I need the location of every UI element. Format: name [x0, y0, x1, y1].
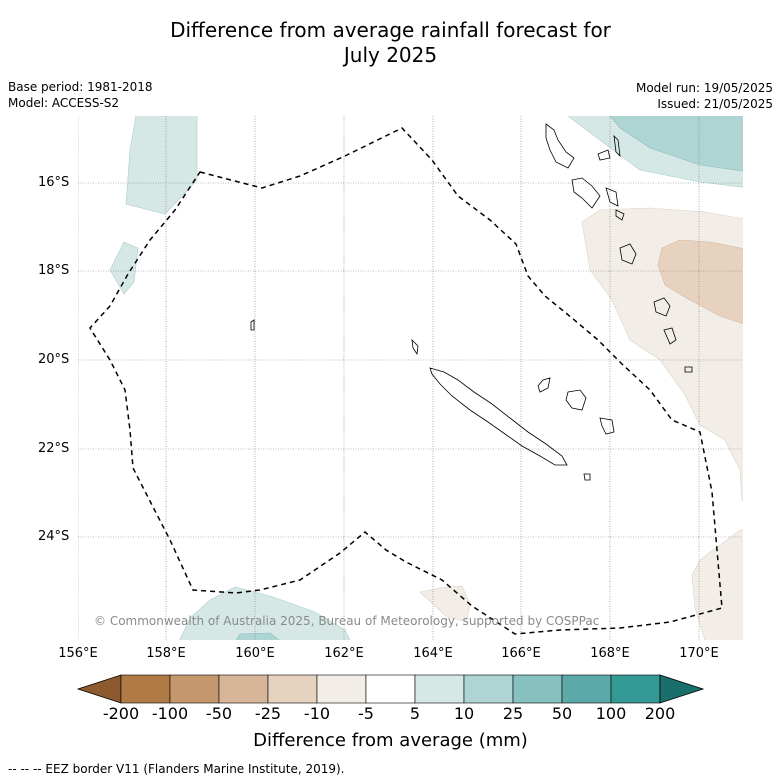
lon-label: 164°E — [413, 646, 453, 661]
island-coast — [411, 338, 419, 356]
dry-region-southeast — [691, 529, 743, 640]
colorbar-bin — [561, 674, 612, 704]
lon-label: 160°E — [235, 646, 275, 661]
lon-label: 168°E — [590, 646, 630, 661]
lat-label: 22°S — [38, 441, 70, 456]
map-title: Difference from average rainfall forecas… — [0, 18, 781, 68]
base-period: Base period: 1981-2018 — [8, 80, 153, 94]
colorbar-tick: 100 — [595, 704, 627, 723]
lon-label: 158°E — [146, 646, 186, 661]
issued-date: Issued: 21/05/2025 — [657, 97, 773, 111]
loyalty-island-coast — [565, 389, 587, 411]
colorbar-bin — [414, 674, 465, 704]
colorbar-bin — [463, 674, 514, 704]
copyright-notice: © Commonwealth of Australia 2025, Bureau… — [94, 614, 600, 628]
lat-label: 16°S — [38, 175, 70, 190]
colorbar-tick: -10 — [303, 704, 331, 723]
map-area — [78, 116, 743, 640]
vanuatu-coast — [653, 297, 671, 317]
eez-border — [89, 127, 723, 635]
colorbar-extend-high — [659, 674, 705, 704]
colorbar-bin — [512, 674, 563, 704]
colorbar-tick: 10 — [453, 704, 475, 723]
wet-region-northeast-medium — [609, 116, 743, 172]
colorbar-bin — [316, 674, 367, 704]
colorbar-bin — [267, 674, 318, 704]
colorbar-bin — [169, 674, 220, 704]
loyalty-island-coast — [599, 417, 615, 435]
meta-left: Base period: 1981-2018 Model: ACCESS-S2 — [8, 79, 153, 111]
vanuatu-coast — [597, 149, 611, 161]
wet-region-west — [109, 241, 139, 295]
colorbar-bin — [120, 674, 171, 704]
colorbar-title: Difference from average (mm) — [253, 730, 528, 751]
vanuatu-coast — [613, 134, 621, 158]
colorbar-tick: -50 — [205, 704, 233, 723]
vanuatu-coast — [619, 243, 637, 265]
lat-label: 24°S — [38, 529, 70, 544]
colorbar-tick: 50 — [551, 704, 573, 723]
island-coast — [583, 473, 591, 481]
coastlines — [250, 123, 693, 481]
dry-region-east-medium — [657, 239, 743, 324]
colorbar — [76, 674, 705, 704]
island-coast — [250, 319, 255, 331]
vanuatu-coast — [615, 209, 625, 221]
colorbar-bin — [365, 674, 416, 704]
model-run: Model run: 19/05/2025 — [635, 81, 773, 95]
colorbar-tick: 5 — [409, 704, 421, 723]
colorbar-tick: 25 — [502, 704, 524, 723]
wet-region-south-medium — [235, 632, 280, 640]
title-line-1: Difference from average rainfall forecas… — [170, 18, 611, 42]
wet-region-south-light — [179, 586, 351, 640]
colorbar-tick: 200 — [644, 704, 676, 723]
colorbar-bin — [610, 674, 661, 704]
graticule — [78, 116, 743, 640]
vanuatu-coast — [571, 177, 601, 209]
vanuatu-coast — [545, 123, 575, 169]
island-coast — [663, 327, 677, 345]
meta-right: Model run: 19/05/2025 Issued: 21/05/2025 — [636, 80, 773, 112]
colorbar-tick: -25 — [254, 704, 282, 723]
lon-label: 162°E — [324, 646, 364, 661]
loyalty-island-coast — [537, 377, 551, 393]
lon-label: 156°E — [58, 646, 98, 661]
title-line-2: July 2025 — [343, 43, 438, 67]
new-caledonia-coast — [429, 367, 568, 466]
lon-label: 166°E — [501, 646, 541, 661]
colorbar-bin — [218, 674, 269, 704]
lon-label: 170°E — [679, 646, 719, 661]
eez-footnote: -- -- -- EEZ border V11 (Flanders Marine… — [8, 762, 345, 776]
island-coast — [684, 366, 693, 373]
lat-label: 18°S — [38, 263, 70, 278]
wet-region-northwest — [125, 116, 198, 215]
colorbar-tick: -100 — [151, 704, 189, 723]
colorbar-extend-low — [76, 674, 122, 704]
model-name: Model: ACCESS-S2 — [8, 96, 120, 110]
colorbar-tick: -200 — [102, 704, 140, 723]
colorbar-tick: -5 — [358, 704, 374, 723]
lat-label: 20°S — [38, 352, 70, 367]
vanuatu-coast — [605, 187, 619, 207]
